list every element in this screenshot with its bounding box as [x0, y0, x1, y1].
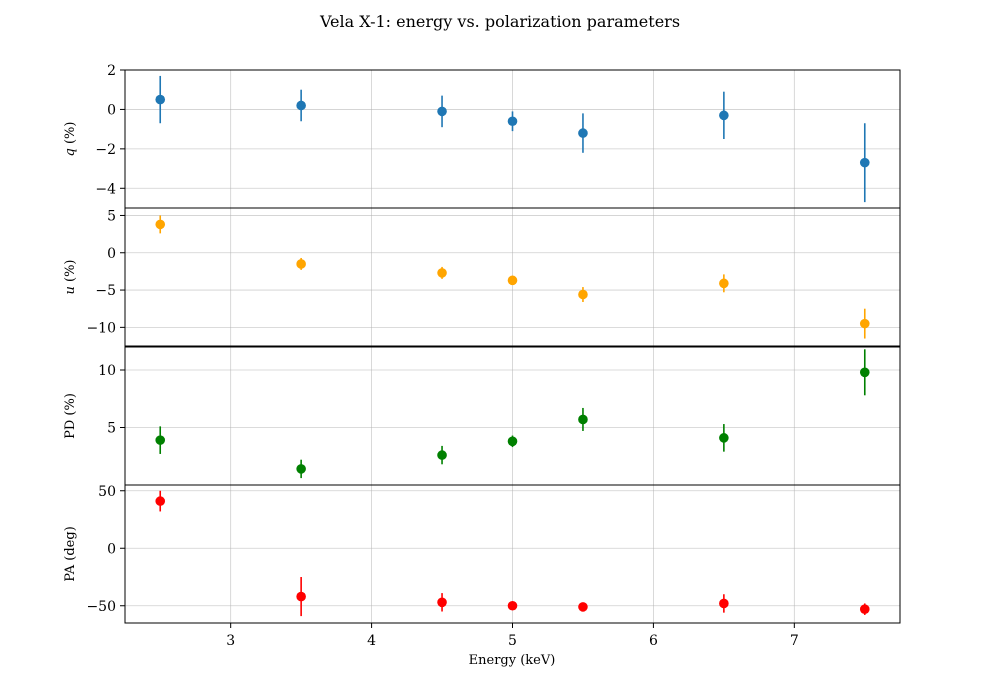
x-tick-label: 4 — [367, 633, 376, 649]
data-point-u — [719, 278, 729, 289]
data-point-u — [296, 259, 306, 269]
x-tick-label: 6 — [649, 633, 658, 649]
data-point-PD — [155, 435, 166, 445]
x-axis-label: Energy (keV) — [469, 653, 556, 668]
y-tick-label: −50 — [86, 599, 116, 615]
y-tick-label: 10 — [98, 363, 116, 379]
y-tick-label: −4 — [95, 181, 116, 197]
data-point-q — [507, 116, 518, 127]
data-point-u — [507, 275, 518, 286]
data-point-PD — [507, 436, 518, 447]
data-point-u — [155, 219, 166, 230]
data-point-q — [859, 157, 870, 168]
data-point-PD — [719, 433, 729, 443]
data-point-q — [437, 106, 447, 117]
y-tick-label: 5 — [107, 421, 116, 437]
y-tick-label: 0 — [107, 246, 116, 262]
data-point-PA — [155, 496, 166, 506]
y-axis-label: PD (%) — [63, 393, 78, 439]
data-point-q — [155, 94, 166, 105]
data-point-u — [859, 318, 870, 329]
y-tick-label: −10 — [86, 320, 116, 336]
y-tick-label: 0 — [107, 541, 116, 557]
y-tick-label: 5 — [107, 208, 116, 224]
x-tick-label: 7 — [790, 633, 799, 649]
y-axis-label: q (%) — [63, 122, 78, 157]
panel-u: −10 −5 0 5 u (%) — [63, 207, 901, 347]
y-tick-label: −5 — [95, 283, 116, 299]
data-point-PD — [296, 464, 306, 474]
y-axis-label: PA (deg) — [63, 526, 78, 582]
data-point-PD — [859, 367, 870, 378]
data-point-PA — [578, 602, 588, 612]
x-tick-label: 5 — [508, 633, 517, 649]
data-point-PD — [437, 450, 447, 460]
data-point-u — [578, 289, 588, 300]
data-point-PA — [719, 598, 729, 609]
chart-title: Vela X-1: energy vs. polarization parame… — [319, 12, 680, 31]
y-tick-label: 50 — [98, 484, 116, 500]
data-point-q — [578, 128, 588, 138]
data-point-PD — [578, 414, 588, 425]
data-point-PA — [437, 597, 447, 608]
panel-frame — [124, 207, 901, 347]
data-point-PA — [507, 600, 518, 611]
data-point-PA — [296, 591, 306, 602]
data-point-q — [719, 110, 729, 121]
data-point-q — [296, 100, 306, 111]
y-tick-label: 0 — [107, 102, 116, 118]
data-point-PA — [859, 604, 870, 614]
data-point-u — [437, 268, 447, 278]
y-tick-label: 2 — [107, 63, 116, 79]
panel-q: −4 −2 0 2 q (%) — [63, 63, 901, 209]
panel-PD: 5 10 PD (%) — [63, 346, 901, 486]
panel-PA: −50 0 50 PA (deg) — [63, 484, 901, 624]
y-axis-label: u (%) — [63, 259, 78, 294]
x-tick-label: 3 — [226, 633, 235, 649]
y-tick-label: −2 — [95, 142, 116, 158]
